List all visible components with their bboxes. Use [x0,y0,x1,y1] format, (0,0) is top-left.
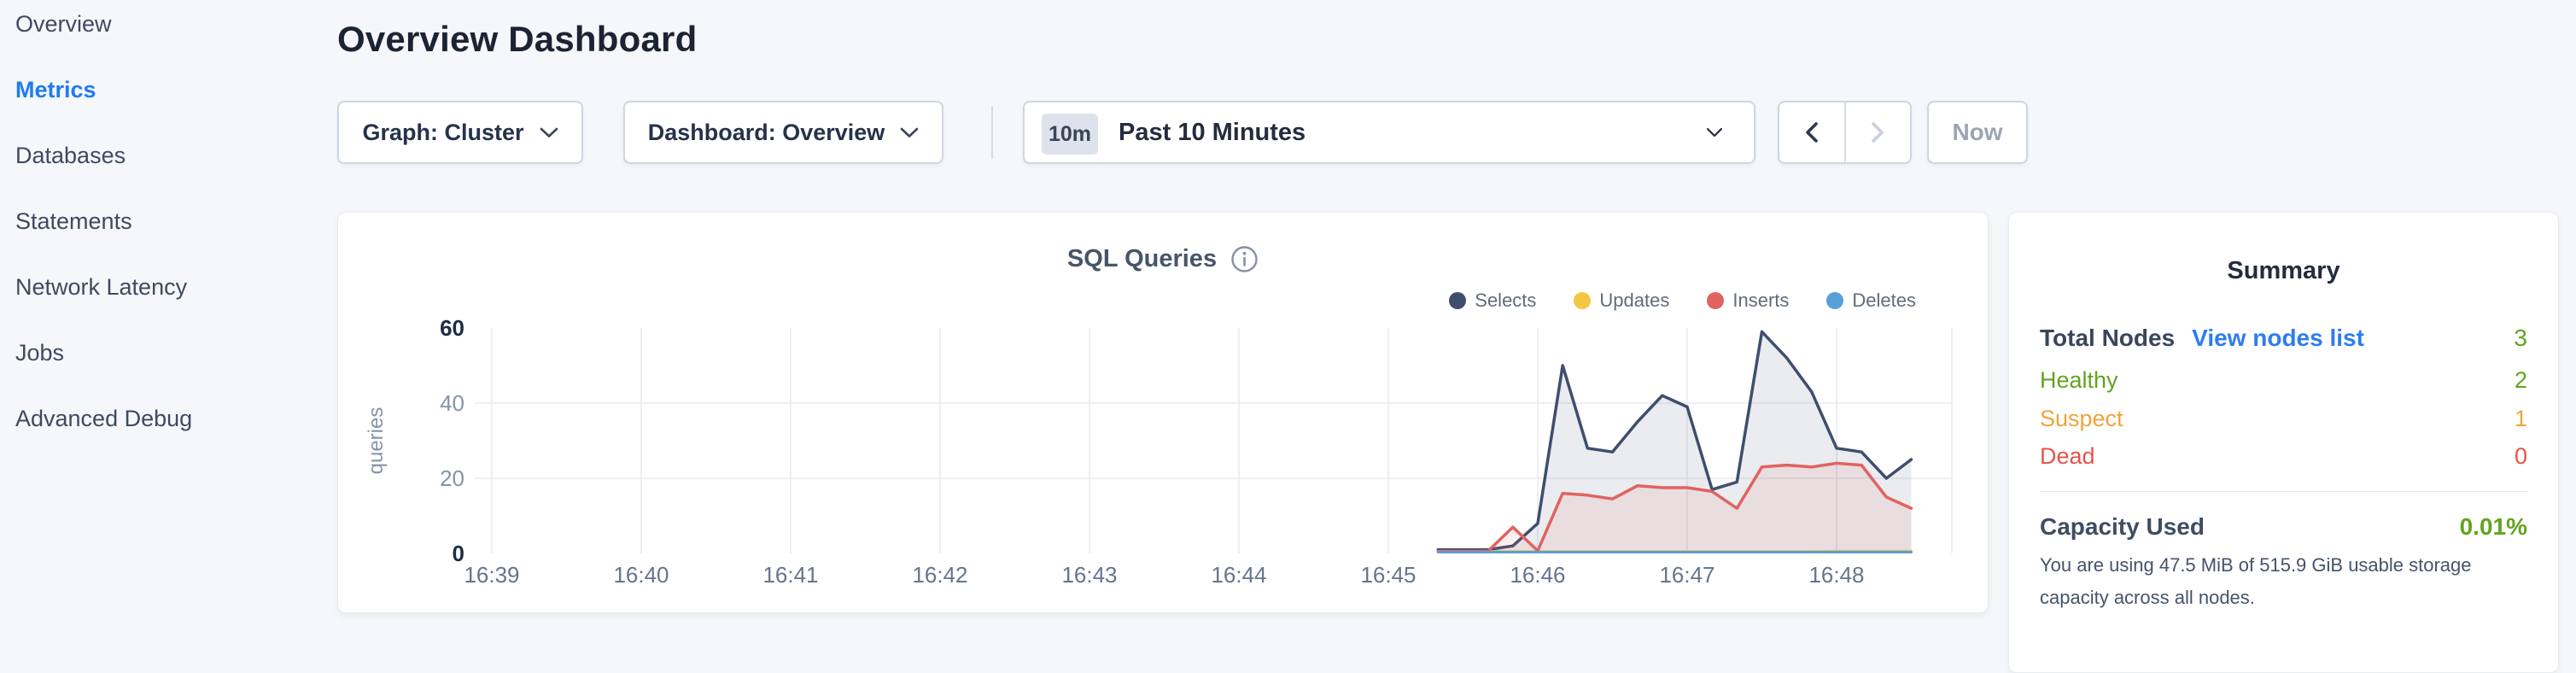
time-range-label: Past 10 Minutes [1119,102,1306,162]
graph-scope-dropdown[interactable]: Graph: Cluster [337,101,583,164]
time-range-badge: 10m [1042,114,1098,155]
time-range-step-group [1778,101,1912,164]
chevron-right-icon [1870,121,1885,143]
app-root: Overview Metrics Databases Statements Networ… [0,0,2576,623]
suspect-label: Suspect [2040,406,2123,432]
suspect-nodes-row: Suspect 1 [2040,399,2527,438]
y-axis-tick-0: 0 [453,541,464,566]
x-axis-tick-16-43: 16:43 [1061,562,1117,588]
total-nodes-value: 3 [2514,325,2527,352]
capacity-used-value: 0.01% [2460,513,2527,541]
y-axis-tick-40: 40 [440,390,464,416]
sidebar: Overview Metrics Databases Statements Networ… [0,0,333,623]
x-axis-tick-16-41: 16:41 [762,562,818,588]
graph-scope-dropdown-label: Graph: Cluster [362,120,523,146]
x-axis-tick-16-40: 16:40 [613,562,669,588]
dead-label: Dead [2040,443,2095,470]
capacity-used-caption: You are using 47.5 MiB of 515.9 GiB usab… [2040,549,2518,614]
sidebar-item-advanced-debug[interactable]: Advanced Debug [15,403,192,434]
dead-value: 0 [2515,443,2527,470]
chevron-down-icon [1706,127,1723,138]
y-axis-tick-60: 60 [440,315,464,341]
summary-divider [2040,491,2527,492]
y-axis-tick-20: 20 [440,465,464,491]
dead-nodes-row: Dead 0 [2040,436,2527,476]
sidebar-item-jobs[interactable]: Jobs [15,337,64,368]
capacity-used-label: Capacity Used [2040,513,2205,541]
x-axis-tick-16-48: 16:48 [1808,562,1864,588]
chevron-down-icon [900,127,919,138]
x-axis-tick-16-45: 16:45 [1360,562,1416,588]
time-range-next-button[interactable] [1844,102,1911,162]
sidebar-item-databases[interactable]: Databases [15,140,126,171]
dashboard-dropdown[interactable]: Dashboard: Overview [623,101,943,164]
sidebar-item-network-latency[interactable]: Network Latency [15,272,187,302]
sidebar-item-metrics[interactable]: Metrics [15,74,96,105]
x-axis-tick-16-44: 16:44 [1211,562,1266,588]
controls-divider [991,106,993,159]
dashboard-dropdown-label: Dashboard: Overview [648,120,885,146]
summary-panel: Summary Total Nodes View nodes list 3 He… [2008,212,2559,673]
healthy-label: Healthy [2040,367,2118,394]
healthy-value: 2 [2515,367,2527,394]
x-axis-tick-16-39: 16:39 [464,562,519,588]
capacity-used-row: Capacity Used 0.01% [2040,510,2527,544]
page-title: Overview Dashboard [337,19,697,60]
total-nodes-label: Total Nodes [2040,325,2175,352]
suspect-value: 1 [2515,406,2527,432]
sidebar-item-overview[interactable]: Overview [15,9,112,39]
x-axis-tick-16-47: 16:47 [1659,562,1714,588]
view-nodes-list-link[interactable]: View nodes list [2192,325,2364,352]
healthy-nodes-row: Healthy 2 [2040,360,2527,400]
x-axis-tick-16-46: 16:46 [1510,562,1565,588]
summary-title: Summary [2009,257,2558,285]
chevron-left-icon [1804,121,1820,143]
chevron-down-icon [540,127,558,138]
total-nodes-row: Total Nodes View nodes list 3 [2040,319,2527,358]
sql-queries-plot[interactable]: 0 20 40 60 16:39 16:40 16:41 16:42 16:43 16:44 16:… [338,213,1989,614]
time-range-selector[interactable]: 10m Past 10 Minutes [1023,101,1755,164]
x-axis-tick-16-42: 16:42 [912,562,967,588]
now-button[interactable]: Now [1927,101,2028,164]
sidebar-item-statements[interactable]: Statements [15,206,132,237]
y-axis-label: queries [365,407,388,475]
time-range-prev-button[interactable] [1779,102,1844,162]
